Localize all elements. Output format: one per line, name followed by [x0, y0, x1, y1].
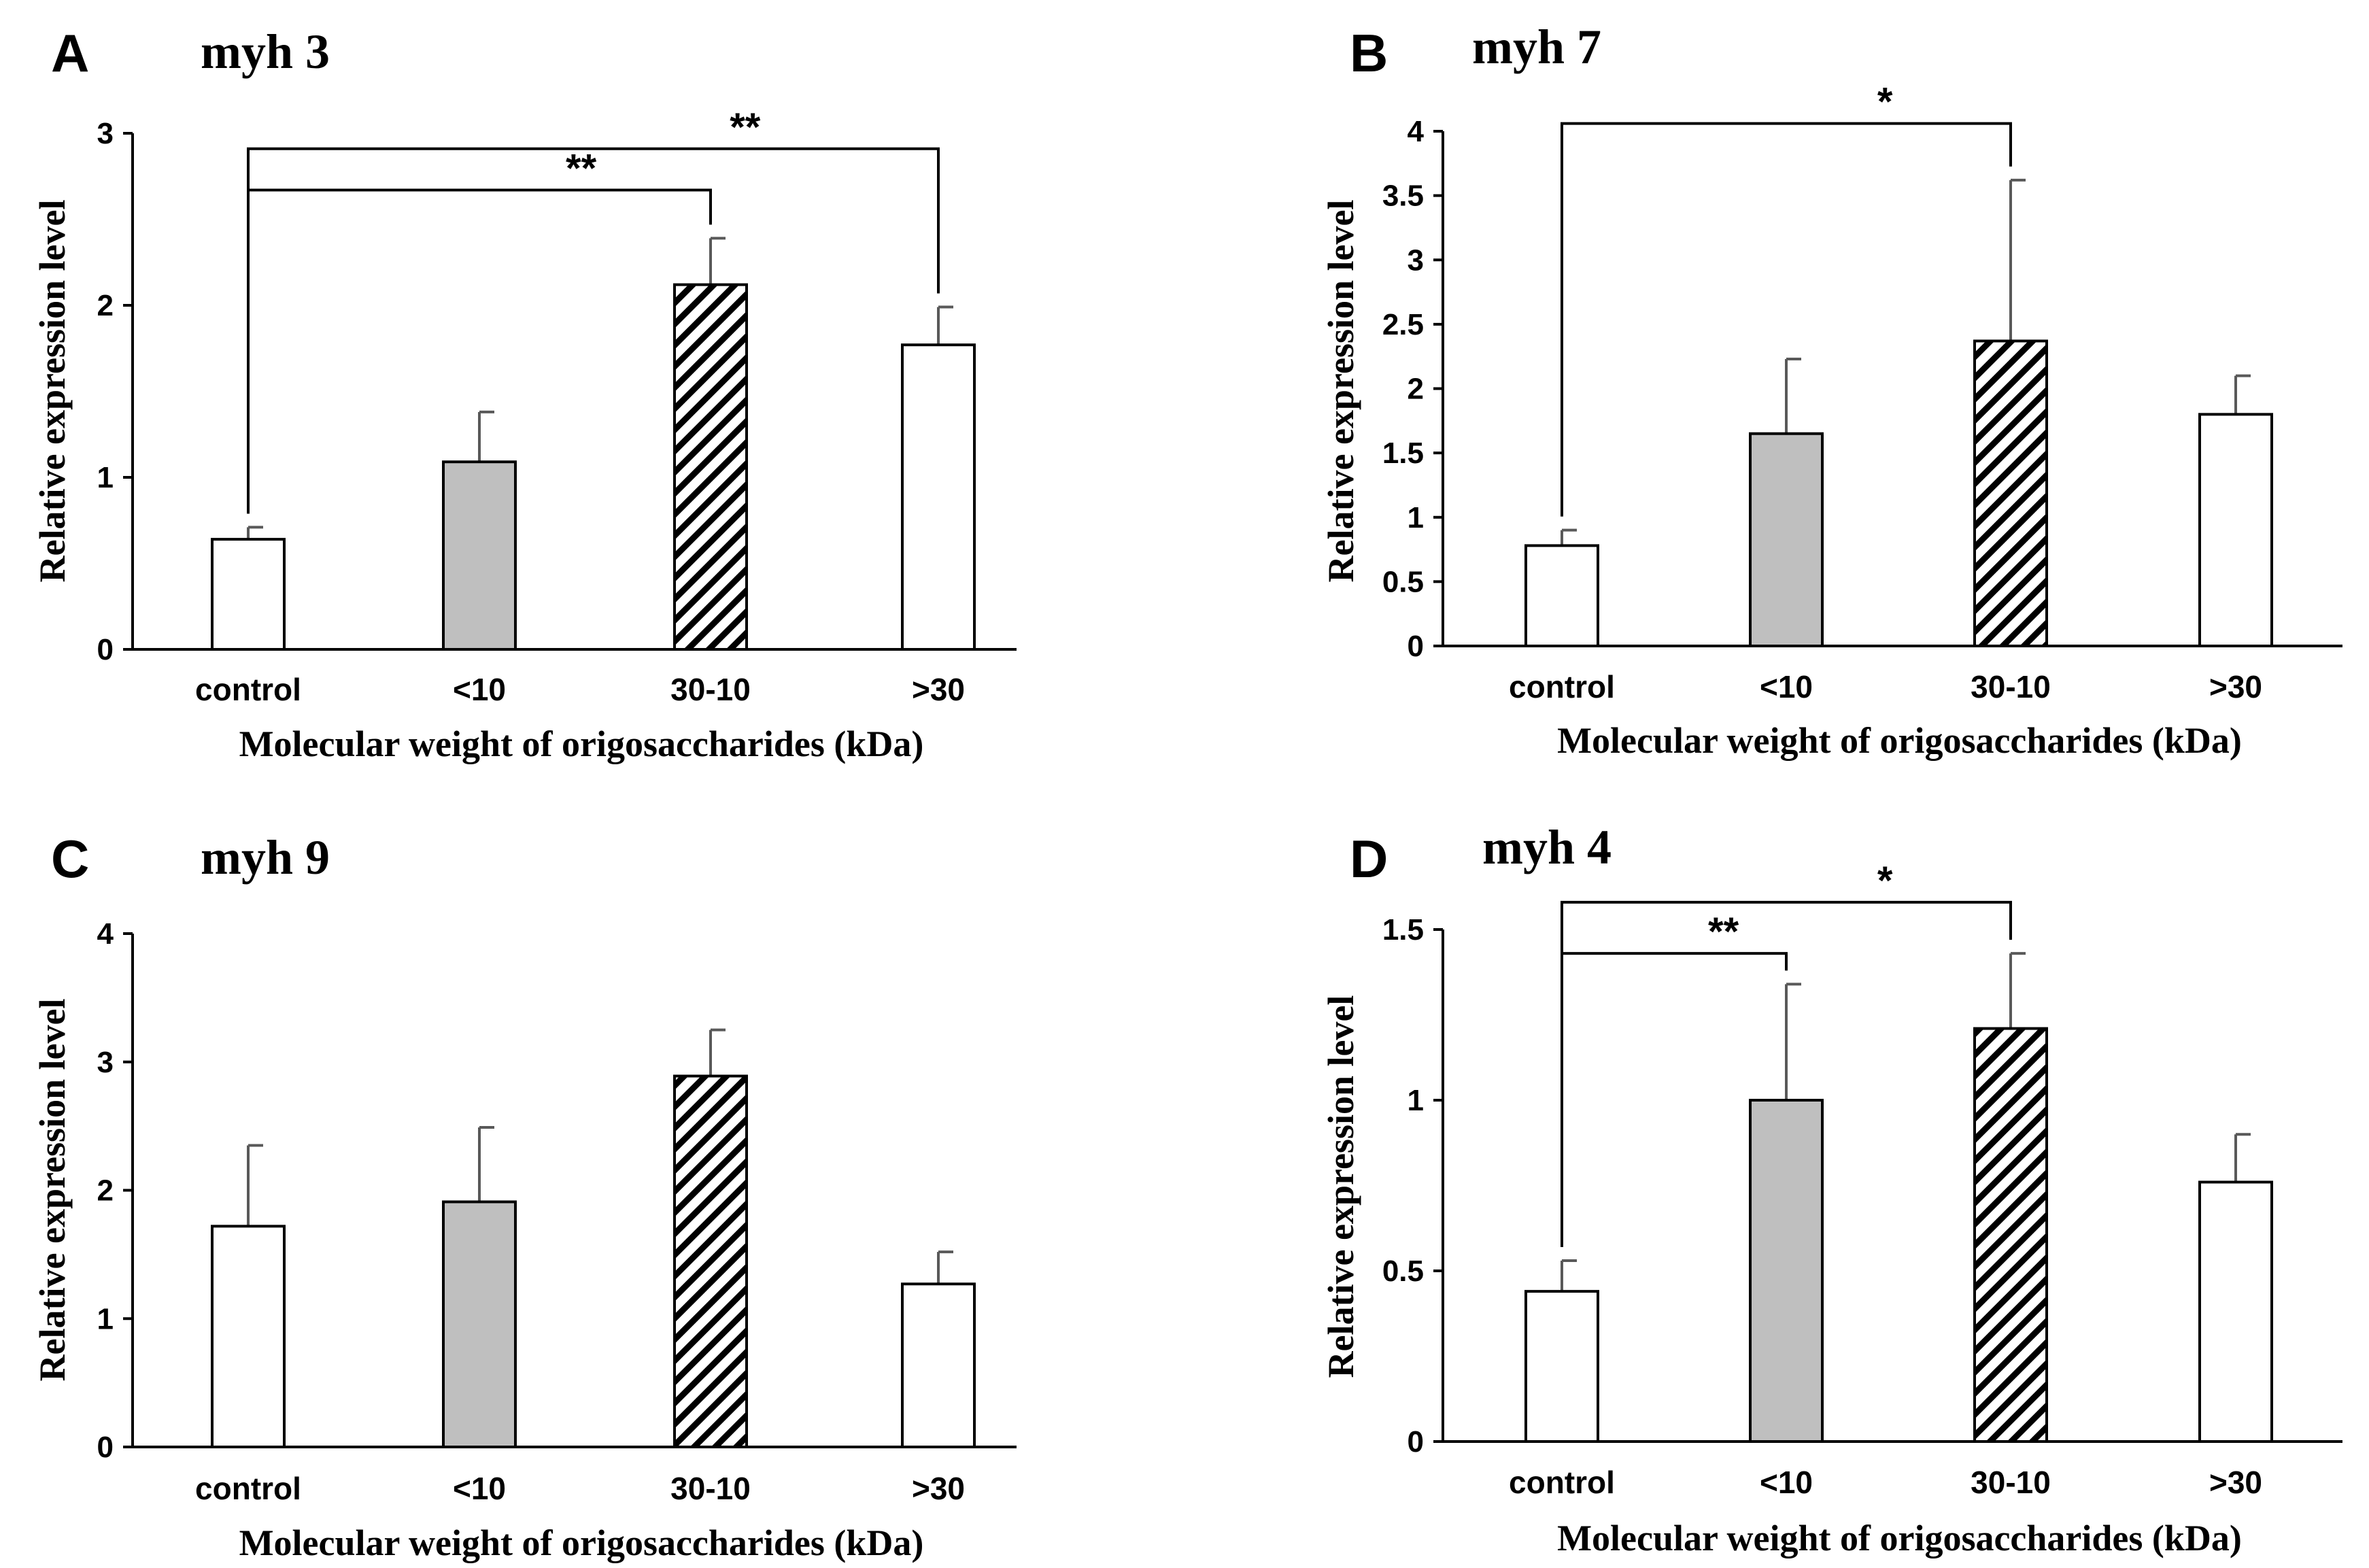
- category-label: >30: [2209, 1465, 2262, 1500]
- y-axis-label: Relative expression level: [32, 200, 73, 583]
- y-tick-label: 0: [1408, 1425, 1424, 1459]
- significance-label: **: [1708, 910, 1739, 954]
- bar-3: [673, 283, 748, 651]
- y-tick-label: 0.5: [1382, 565, 1424, 598]
- y-tick-label: 0.5: [1382, 1255, 1424, 1288]
- y-tick-label: 4: [1408, 115, 1425, 148]
- category-label: >30: [2209, 669, 2262, 704]
- category-label: control: [1509, 1465, 1615, 1500]
- bar-2: [442, 1200, 517, 1449]
- y-tick-label: 3: [97, 117, 114, 150]
- category-label: <10: [453, 1471, 506, 1506]
- significance-label: *: [1877, 859, 1893, 903]
- y-tick-label: 1: [97, 1302, 114, 1335]
- panel-letter: C: [51, 829, 89, 889]
- category-label: >30: [912, 1471, 965, 1506]
- y-tick-label: 3: [1408, 243, 1424, 277]
- category-label: control: [1509, 669, 1615, 704]
- y-tick-label: 0: [97, 633, 114, 666]
- y-tick-label: 2: [1408, 373, 1424, 406]
- x-axis-label: Molecular weight of origosaccharides (kD…: [1557, 720, 2242, 761]
- bar-4: [2198, 1180, 2273, 1443]
- category-label: 30-10: [1971, 669, 2051, 704]
- bar-3: [673, 1074, 748, 1448]
- y-tick-label: 0: [97, 1431, 114, 1464]
- chart-title: myh 4: [1482, 820, 1612, 874]
- y-tick-label: 1.5: [1382, 437, 1424, 470]
- category-label: <10: [1760, 669, 1813, 704]
- category-label: control: [195, 672, 301, 707]
- y-tick-label: 1: [1408, 1084, 1424, 1117]
- bar-1: [1524, 1290, 1599, 1443]
- bar-3: [1973, 339, 2048, 647]
- panel-letter: B: [1350, 23, 1388, 83]
- significance-label: *: [1877, 80, 1893, 124]
- bar-4: [901, 343, 976, 651]
- bar-1: [1524, 544, 1599, 648]
- category-label: 30-10: [1971, 1465, 2051, 1500]
- category-label: <10: [453, 672, 506, 707]
- bar-1: [211, 1225, 286, 1448]
- y-tick-label: 3.5: [1382, 180, 1424, 213]
- chart-title: myh 7: [1472, 20, 1601, 74]
- category-label: <10: [1760, 1465, 1813, 1500]
- panel-letter: A: [51, 23, 89, 83]
- category-label: 30-10: [670, 1471, 751, 1506]
- x-axis-label: Molecular weight of origosaccharides (kD…: [239, 723, 924, 764]
- y-axis-label: Relative expression level: [1320, 200, 1361, 583]
- y-tick-label: 2: [97, 289, 114, 322]
- significance-bracket: [1561, 122, 2012, 517]
- bar-1: [211, 538, 286, 651]
- bar-2: [442, 460, 517, 651]
- x-axis-label: Molecular weight of origosaccharides (kD…: [239, 1522, 924, 1563]
- significance-label: **: [566, 146, 597, 190]
- y-tick-label: 2.5: [1382, 308, 1424, 341]
- significance-bracket: [1561, 900, 2012, 1247]
- y-tick-label: 3: [97, 1046, 114, 1079]
- chart-title: myh 3: [201, 24, 330, 79]
- significance-label: **: [730, 105, 761, 150]
- chart-title: myh 9: [201, 830, 330, 885]
- y-tick-label: 0: [1408, 630, 1424, 663]
- bar-2: [1749, 432, 1824, 647]
- category-label: >30: [912, 672, 965, 707]
- panel-letter: D: [1350, 829, 1388, 889]
- bar-4: [2198, 413, 2273, 647]
- bar-2: [1749, 1099, 1824, 1443]
- y-axis-label: Relative expression level: [1320, 995, 1361, 1378]
- y-tick-label: 1.5: [1382, 913, 1424, 947]
- category-label: control: [195, 1471, 301, 1506]
- y-tick-label: 4: [97, 917, 114, 951]
- bar-4: [901, 1282, 976, 1448]
- category-label: 30-10: [670, 672, 751, 707]
- y-axis-label: Relative expression level: [32, 999, 73, 1382]
- bar-3: [1973, 1027, 2048, 1443]
- y-tick-label: 1: [1408, 501, 1424, 534]
- significance-bracket: [247, 147, 940, 514]
- y-tick-label: 1: [97, 461, 114, 494]
- x-axis-label: Molecular weight of origosaccharides (kD…: [1557, 1518, 2242, 1558]
- y-tick-label: 2: [97, 1174, 114, 1208]
